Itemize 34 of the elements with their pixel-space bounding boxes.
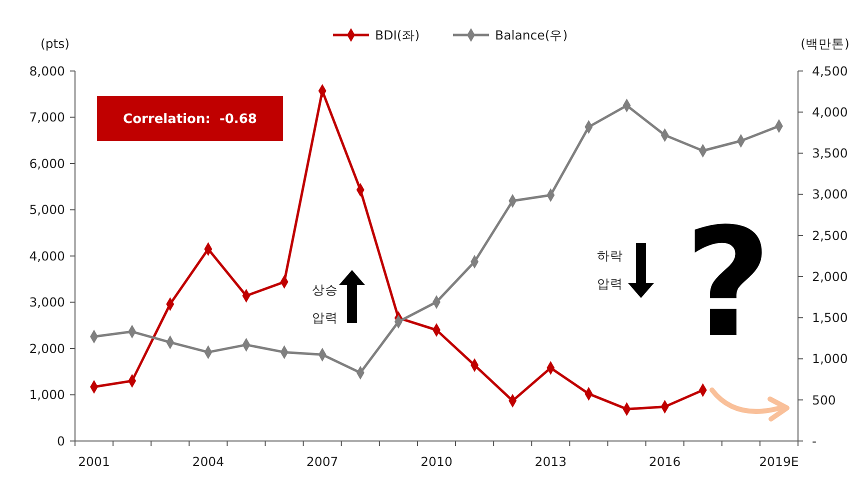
y-tick-label: 8,000 — [29, 63, 66, 78]
y2-tick-label: 4,500 — [812, 63, 848, 78]
x-tick-label: 2010 — [420, 454, 452, 469]
y2-tick-label: 500 — [812, 392, 836, 408]
annotation: 하락 압력 — [597, 248, 623, 291]
x-tick-label: 2001 — [78, 454, 110, 469]
annotation: Correlation: -0.68 — [123, 112, 257, 128]
y-tick-label: 2,000 — [29, 340, 66, 356]
annotation: ? — [684, 197, 772, 371]
y2-tick-label: 2,000 — [812, 268, 848, 284]
annotation: 상승 압력 — [312, 282, 338, 325]
y2-tick-label: - — [812, 433, 817, 448]
y-tick-label: 7,000 — [29, 110, 66, 125]
y2-tick-label: 2,500 — [812, 228, 848, 243]
y-tick-label: 0 — [57, 433, 66, 448]
legend-label: BDI(좌) — [375, 27, 420, 42]
y-tick-label: 4,000 — [29, 248, 66, 264]
x-tick-label: 2013 — [534, 454, 567, 469]
y2-tick-label: 1,500 — [812, 310, 848, 326]
y2-tick-label: 1,000 — [812, 351, 848, 366]
x-tick-label: 2004 — [192, 454, 224, 469]
y-axis-title: (pts) — [40, 36, 70, 51]
y2-tick-label: 3,000 — [812, 186, 848, 202]
x-tick-label: 2019E — [759, 454, 799, 469]
x-tick-label: 2016 — [648, 454, 681, 469]
x-tick-label: 2007 — [306, 454, 338, 469]
y-tick-label: 5,000 — [29, 202, 66, 218]
y-tick-label: 3,000 — [29, 294, 66, 310]
legend-label: Balance(우) — [495, 27, 568, 42]
y-tick-label: 6,000 — [29, 156, 66, 171]
y2-tick-label: 3,500 — [812, 146, 848, 161]
y2-axis-title: (백만톤) — [800, 36, 850, 51]
y-tick-label: 1,000 — [29, 387, 66, 402]
y2-tick-label: 4,000 — [812, 104, 848, 120]
